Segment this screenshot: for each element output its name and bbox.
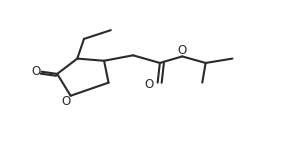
Text: O: O bbox=[62, 95, 71, 108]
Text: O: O bbox=[144, 78, 153, 91]
Text: O: O bbox=[178, 44, 187, 57]
Text: O: O bbox=[31, 65, 41, 78]
